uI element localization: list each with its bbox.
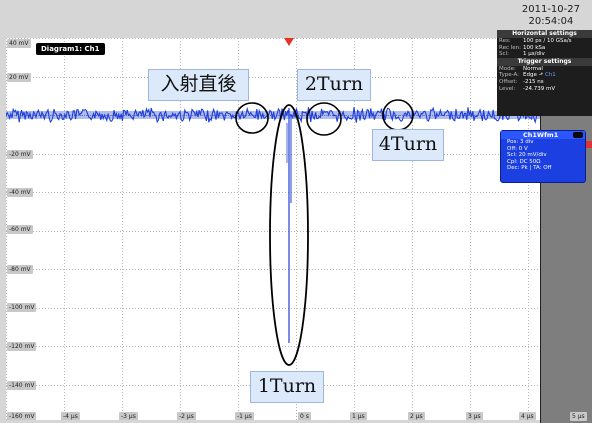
y-axis-label: -120 mV xyxy=(7,342,37,351)
channel-row: Off: 0 V xyxy=(507,145,528,152)
channel-row: Cpl: DC 50Ω xyxy=(507,158,541,165)
x-axis-label: 1 µs xyxy=(350,412,367,420)
channel-title: Ch1Wfm1 xyxy=(523,131,559,139)
top-bar: 2011-10-27 20:54:04 xyxy=(0,0,592,34)
y-axis-label: 20 mV xyxy=(7,73,31,82)
x-axis-label: 2 µs xyxy=(408,412,425,420)
x-axis-label: 0 s xyxy=(298,412,311,420)
trigger-row: Mode: Normal xyxy=(499,65,543,72)
x-axis-label: 3 µs xyxy=(466,412,483,420)
horizontal-row: Rec len: 100 kSa xyxy=(499,44,546,51)
turn1-ellipse xyxy=(269,104,309,366)
annotation-1turn: 1Turn xyxy=(250,371,324,403)
y-axis-label: -100 mV xyxy=(7,303,37,312)
waveform-plot xyxy=(6,38,540,420)
x-axis-label: -1 µs xyxy=(235,412,254,420)
annotation-4turn: 4Turn xyxy=(372,129,444,161)
channel-row: Dec: Pk | TA: Off xyxy=(507,165,552,172)
x-axis-label: 5 µs xyxy=(570,412,587,421)
just-after-circle xyxy=(235,102,269,134)
trigger-row: Level: -24.739 mV xyxy=(499,85,556,92)
channel-info-box[interactable]: Ch1Wfm1 Pos: 3 div Off: 0 V Scl: 20 mV/d… xyxy=(500,130,586,183)
channel-row: Scl: 20 mV/div xyxy=(507,152,547,159)
settings-panel[interactable]: Horizontal settings Res: 100 ps / 10 GSa/… xyxy=(497,30,592,116)
y-axis-label: -60 mV xyxy=(7,225,33,234)
diagram-tab[interactable]: Diagram1: Ch1 xyxy=(36,43,105,55)
horizontal-settings-title: Horizontal settings xyxy=(497,30,592,38)
y-axis-label: 40 mV xyxy=(7,39,31,48)
strip-divider xyxy=(540,38,541,423)
x-axis-label: -4 µs xyxy=(61,412,80,420)
y-axis-label: -160 mV xyxy=(7,412,37,420)
channel-row: Pos: 3 div xyxy=(507,139,534,145)
waveform-envelope xyxy=(6,111,540,119)
date-text: 2011-10-27 xyxy=(521,4,580,15)
time-text: 20:54:04 xyxy=(528,16,574,27)
waveform-trace xyxy=(6,106,540,124)
y-axis-label: -140 mV xyxy=(7,381,37,390)
turn2-circle xyxy=(306,102,342,136)
waveform-diagram[interactable]: Diagram1: Ch1 40 mV 20 mV -20 mV -40 mV … xyxy=(6,38,540,420)
horizontal-row: Scl: 1 µs/div xyxy=(499,51,545,58)
x-axis-label: -2 µs xyxy=(177,412,196,420)
annotation-2turn: 2Turn xyxy=(297,69,371,101)
y-axis-label: -80 mV xyxy=(7,265,33,274)
annotation-just-after: 入射直後 xyxy=(148,69,249,101)
channel-offset-marker[interactable] xyxy=(586,141,592,148)
y-axis-label: -40 mV xyxy=(7,188,33,197)
trigger-row: Type-A: Edge ⬏ Ch1 xyxy=(499,72,556,79)
rising-edge-icon: ⬏ xyxy=(538,72,544,79)
trigger-settings-title: Trigger settings xyxy=(497,57,592,66)
horizontal-row: Res: 100 ps / 10 GSa/s xyxy=(499,38,572,44)
trigger-row: Offset: -215 ns xyxy=(499,78,544,85)
trigger-position-marker[interactable] xyxy=(284,38,294,46)
x-axis-label: -3 µs xyxy=(119,412,138,420)
y-axis-label: -20 mV xyxy=(7,150,33,159)
close-icon[interactable] xyxy=(573,132,583,138)
datetime-display: 2011-10-27 20:54:04 xyxy=(522,4,580,28)
x-axis-label: 4 µs xyxy=(519,412,536,420)
